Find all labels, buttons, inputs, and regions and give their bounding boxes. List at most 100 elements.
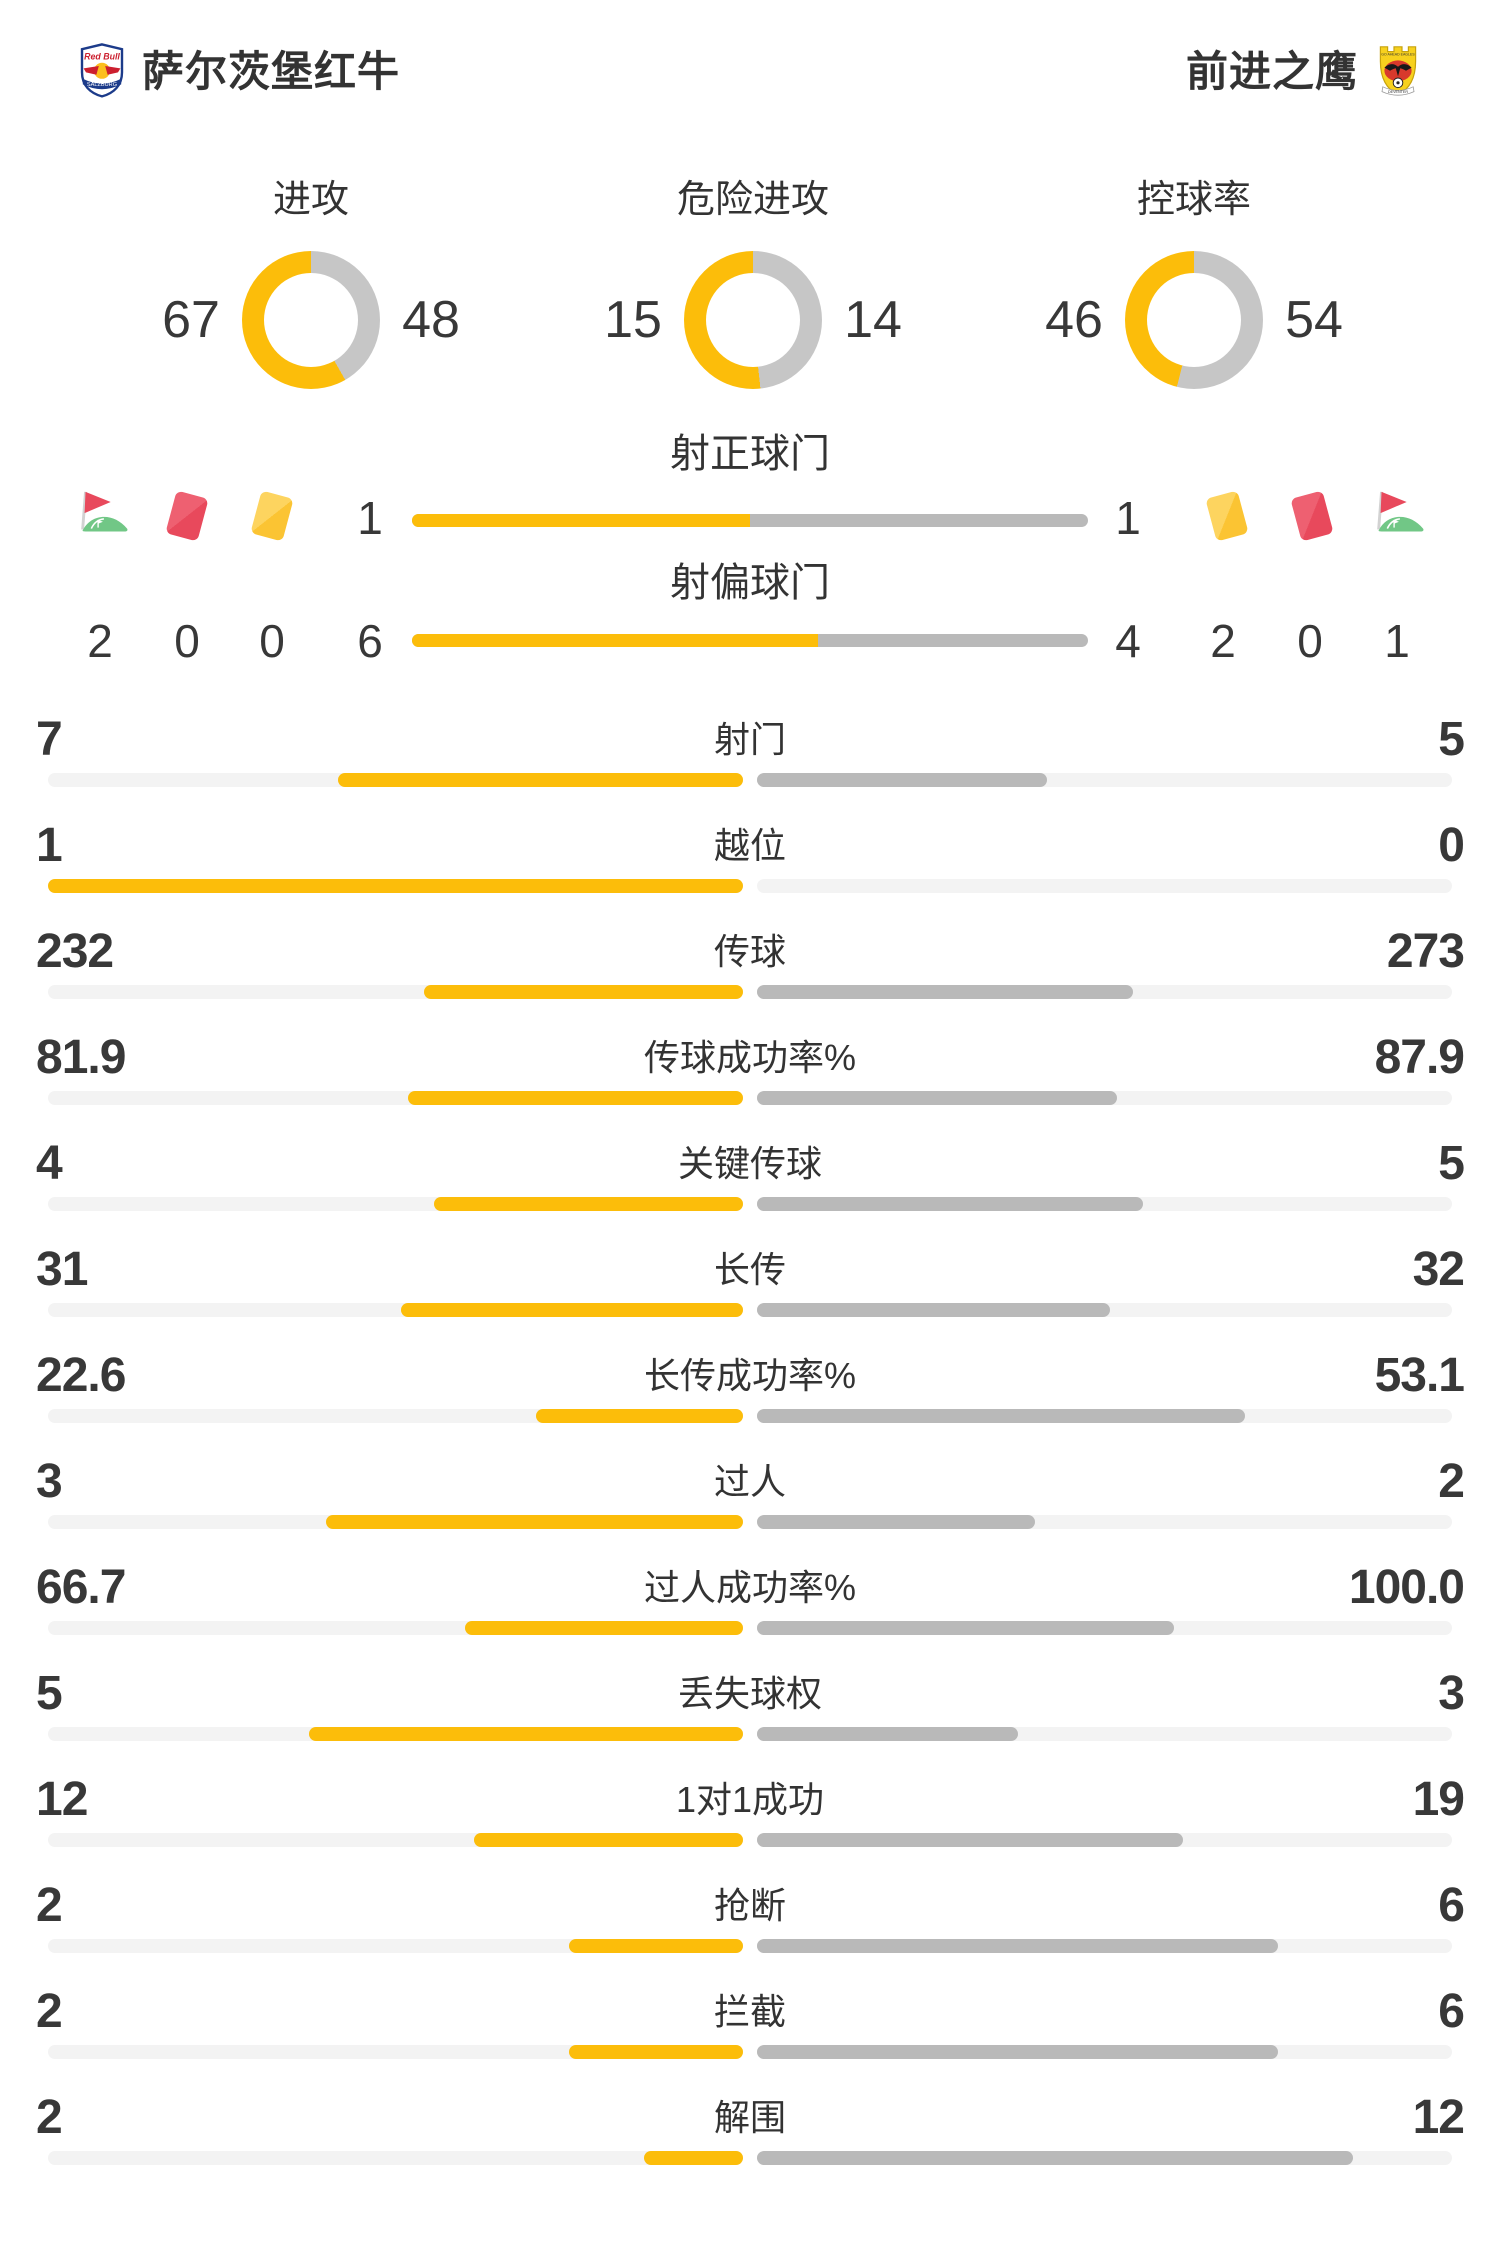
stat-label: 关键传球 xyxy=(677,1143,822,1184)
stat-away-bar xyxy=(757,1409,1245,1423)
stat-home-bar xyxy=(464,1621,743,1635)
discipline-count: 1 xyxy=(1384,615,1410,667)
stat-away-bar xyxy=(757,1197,1144,1211)
stat-away-track xyxy=(757,1621,1452,1635)
svg-text:Red Bull: Red Bull xyxy=(84,52,120,62)
stat-away-track xyxy=(757,773,1452,787)
shot-home-value: 1 xyxy=(357,492,383,544)
stat-home-bar xyxy=(337,773,743,787)
away-team-logo: GO AHEAD EAGLES DEVENTER xyxy=(1374,42,1422,98)
donut-away-value: 54 xyxy=(1285,291,1343,349)
stat-home-value: 66.7 xyxy=(36,1561,126,1614)
svg-text:DEVENTER: DEVENTER xyxy=(1388,90,1408,94)
stat-away-track xyxy=(757,1727,1452,1741)
discipline-count: 0 xyxy=(174,615,200,667)
stat-away-value: 100.0 xyxy=(1348,1561,1465,1614)
shot-bar-home-fill xyxy=(412,514,750,527)
stat-away-bar xyxy=(757,1621,1174,1635)
stat-label: 过人 xyxy=(713,1461,786,1502)
stat-home-bar xyxy=(48,879,743,893)
stat-away-value: 32 xyxy=(1412,1243,1465,1296)
discipline-count: 0 xyxy=(1297,615,1323,667)
stat-row: 66.7 过人成功率% 100.0 xyxy=(0,1535,1500,1641)
stat-away-bar xyxy=(757,1303,1110,1317)
svg-text:GO AHEAD EAGLES: GO AHEAD EAGLES xyxy=(1381,53,1415,57)
stat-home-bar xyxy=(423,985,743,999)
shot-home-value: 6 xyxy=(357,615,383,667)
stat-away-bar xyxy=(757,985,1133,999)
stat-label: 长传成功率% xyxy=(643,1355,856,1396)
shot-comparison-bar xyxy=(412,514,1088,527)
stat-row: 3 过人 2 xyxy=(0,1429,1500,1535)
stat-away-value: 12 xyxy=(1412,2091,1465,2144)
shot-comparison-bar xyxy=(412,634,1088,647)
away-team-name: 前进之鹰 xyxy=(1185,48,1358,95)
stat-away-value: 6 xyxy=(1438,1985,1465,2038)
stat-home-track xyxy=(48,2151,743,2165)
stat-away-track xyxy=(757,1303,1452,1317)
stat-away-bar xyxy=(757,773,1047,787)
stat-home-track xyxy=(48,1303,743,1317)
donut-ring xyxy=(684,251,822,389)
stat-away-value: 2 xyxy=(1438,1455,1465,1508)
stat-home-value: 5 xyxy=(36,1667,63,1720)
donut-home-value: 46 xyxy=(1045,291,1103,349)
stat-row: 7 射门 5 xyxy=(0,687,1500,793)
stat-home-value: 3 xyxy=(36,1455,63,1508)
stat-away-value: 19 xyxy=(1412,1773,1465,1826)
stat-home-value: 12 xyxy=(36,1773,88,1826)
stat-home-bar xyxy=(643,2151,743,2165)
stat-row: 81.9 传球成功率% 87.9 xyxy=(0,1005,1500,1111)
donut-ring xyxy=(1125,251,1263,389)
stat-home-value: 4 xyxy=(36,1137,63,1190)
stat-away-value: 87.9 xyxy=(1374,1031,1465,1084)
red-card-icon xyxy=(1283,487,1341,545)
stat-away-bar xyxy=(757,1833,1183,1847)
stat-away-bar xyxy=(757,1515,1035,1529)
stat-label: 解围 xyxy=(713,2097,786,2138)
stat-label: 传球 xyxy=(713,931,786,972)
donut-title: 进攻 xyxy=(272,179,349,221)
stat-away-track xyxy=(757,2151,1452,2165)
stat-home-track xyxy=(48,1939,743,1953)
stat-label: 1对1成功 xyxy=(675,1779,825,1820)
stat-home-track xyxy=(48,1091,743,1105)
stat-home-value: 22.6 xyxy=(36,1349,126,1402)
corner-flag-icon xyxy=(72,487,130,545)
stat-label: 抢断 xyxy=(713,1885,786,1926)
stat-home-value: 232 xyxy=(36,925,114,978)
stat-label: 过人成功率% xyxy=(643,1567,856,1608)
stat-away-track xyxy=(757,1515,1452,1529)
stat-home-value: 31 xyxy=(36,1243,88,1296)
stat-home-bar xyxy=(535,1409,743,1423)
stat-away-value: 0 xyxy=(1438,819,1465,872)
stat-away-value: 3 xyxy=(1438,1667,1465,1720)
stat-home-track xyxy=(48,1409,743,1423)
donut-away-value: 14 xyxy=(844,291,902,349)
home-team-name: 萨尔茨堡红牛 xyxy=(142,48,401,95)
stat-home-track xyxy=(48,1727,743,1741)
stat-home-track xyxy=(48,1515,743,1529)
stat-row: 4 关键传球 5 xyxy=(0,1111,1500,1217)
corner-flag-icon xyxy=(1368,487,1426,545)
stat-away-value: 5 xyxy=(1438,713,1465,766)
donut-away-value: 48 xyxy=(402,291,460,349)
stat-label: 越位 xyxy=(713,825,786,866)
discipline-count: 2 xyxy=(87,615,113,667)
stat-label: 拦截 xyxy=(713,1991,786,2032)
stat-home-value: 2 xyxy=(36,1985,63,2038)
donut-home-value: 67 xyxy=(162,291,220,349)
stat-home-bar xyxy=(569,1939,743,1953)
donut-home-value: 15 xyxy=(604,291,662,349)
stat-row: 2 解围 12 xyxy=(0,2065,1500,2171)
stat-away-track xyxy=(757,879,1452,893)
stat-home-value: 2 xyxy=(36,2091,63,2144)
shot-bar-title: 射偏球门 xyxy=(670,561,830,605)
stat-label: 射门 xyxy=(713,719,786,760)
stat-away-bar xyxy=(757,1091,1117,1105)
stat-home-value: 7 xyxy=(36,713,63,766)
stat-away-value: 6 xyxy=(1438,1879,1465,1932)
stat-away-bar xyxy=(757,2151,1353,2165)
stat-label: 长传 xyxy=(713,1249,786,1290)
